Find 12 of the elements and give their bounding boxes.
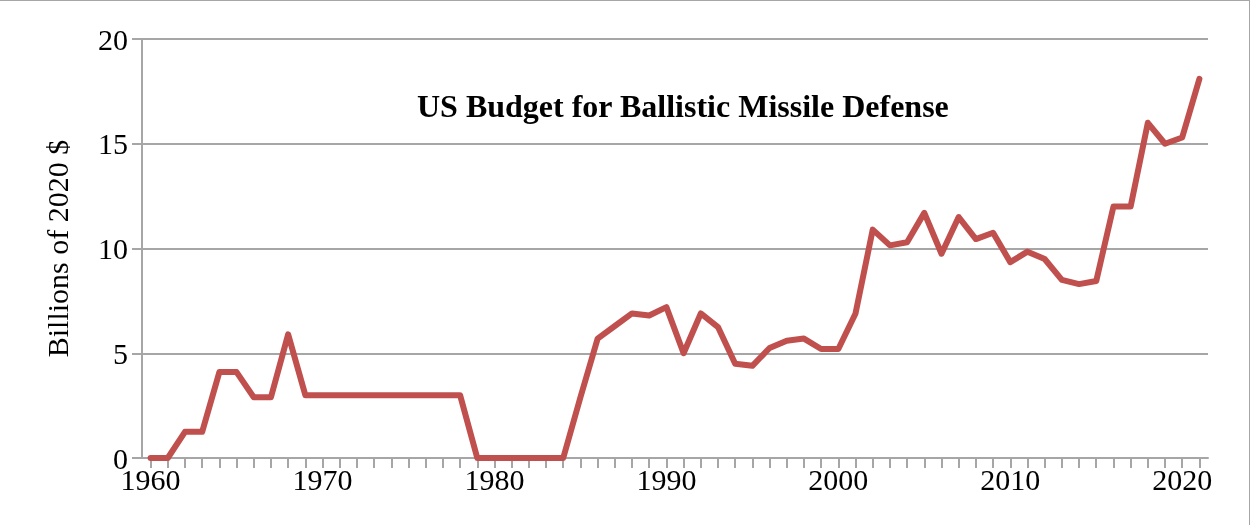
y-axis-title: Billions of 2020 $: [40, 139, 74, 358]
y-tick-label: 20: [98, 22, 128, 56]
x-tick-label: 1990: [636, 462, 697, 496]
x-tick-label: 1980: [464, 462, 525, 496]
x-tick-label: 1970: [292, 462, 353, 496]
x-tick-label: 2020: [1152, 462, 1213, 496]
y-tick-label: 5: [113, 336, 128, 370]
y-tick-label: 10: [98, 232, 128, 265]
x-tick-label: 2010: [980, 462, 1041, 496]
x-tick-label: 2000: [808, 462, 869, 496]
y-tick-label: 15: [98, 127, 128, 161]
text: US Budget for Ballistic Missile Defense: [417, 88, 949, 124]
